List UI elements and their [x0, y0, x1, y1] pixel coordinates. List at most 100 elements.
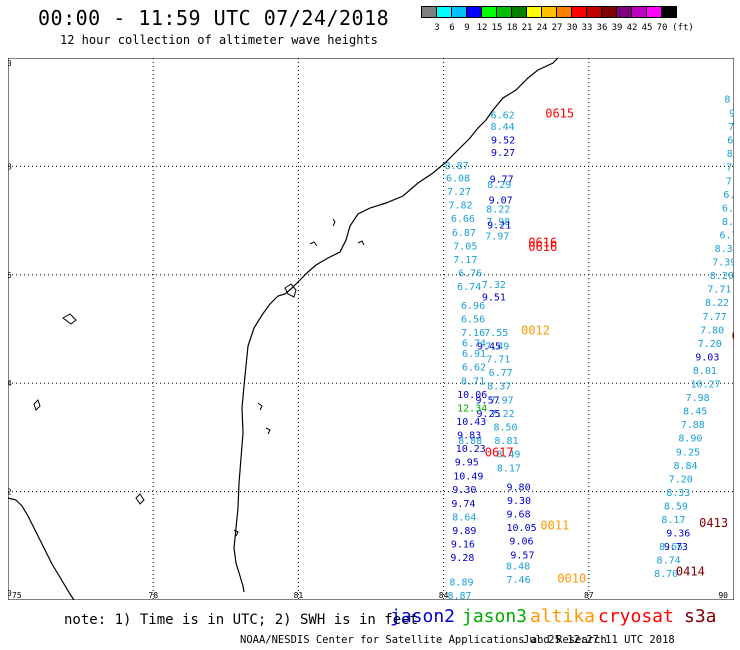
map-frame — [8, 58, 734, 600]
legend-altika: altika — [530, 606, 596, 627]
y-tick-label: 16 — [8, 271, 12, 280]
wave-height-value: 7.46 — [507, 575, 531, 586]
wave-height-value: 7.22 — [491, 409, 515, 420]
wave-height-value: 8.90 — [678, 434, 702, 445]
colorbar-swatch — [646, 6, 662, 18]
wave-height-value: 8.29 — [487, 180, 511, 191]
wave-height-value: 8.64 — [452, 512, 476, 523]
colorbar-label: 36 — [596, 23, 608, 33]
wave-height-value: 9.80 — [507, 483, 531, 494]
wave-height-value: 8.3 — [727, 149, 734, 160]
wave-height-value: 8.87 — [445, 161, 469, 172]
wave-height-value: 8.59 — [664, 501, 688, 512]
wave-height-value: 7.71 — [486, 355, 510, 366]
wave-height-value: 6.77 — [719, 230, 734, 241]
pass-number-label: 0616 — [528, 236, 557, 250]
wave-height-value: 9.07 — [489, 195, 513, 206]
colorbar-label: (ft) — [672, 23, 694, 33]
wave-height-value: 6.86 — [722, 203, 734, 214]
wave-height-value: 10.49 — [453, 472, 483, 483]
wave-height-value: 8.84 — [674, 461, 698, 472]
wave-height-value: 9.52 — [491, 136, 515, 147]
wave-height-value: 6.08 — [446, 174, 470, 185]
wave-height-value: 9.06 — [509, 537, 533, 548]
x-tick-label: 90 — [718, 591, 728, 600]
track-track-f: 8 9 7 6 8.3 7.0 7.94 6.92 6.86 8.13 6.77 8.33 7.39 8.… — [654, 94, 734, 580]
x-tick-label: 81 — [294, 591, 304, 600]
wave-height-value: 9.27 — [491, 148, 515, 159]
track-track-d: 10.06 10.43 9.83 10.23 9.95 10.49 9.30 9.74 9.89… — [450, 390, 487, 564]
wave-height-value: 8.01 — [693, 366, 717, 377]
wave-height-value: 7.77 — [703, 312, 727, 323]
colorbar-label: 12 — [476, 23, 488, 33]
wave-height-value: 9.73 — [664, 542, 688, 553]
colorbar-label: 9 — [464, 23, 470, 33]
footer-note: note: 1) Time is in UTC; 2) SWH is in fe… — [64, 612, 419, 628]
map-title: 00:00 - 11:59 UTC 07/24/2018 — [38, 6, 390, 30]
colorbar-label: 33 — [581, 23, 593, 33]
wave-height-value: 7.27 — [447, 187, 471, 198]
wave-height-value: 7.0 — [726, 163, 734, 174]
wave-height-value: 8 — [724, 94, 730, 105]
wave-height-value: 8.33 — [666, 488, 690, 499]
colorbar-label: 3 — [434, 23, 440, 33]
wave-height-value: 7.55 — [484, 328, 508, 339]
wave-height-value: 6.77 — [489, 368, 513, 379]
wave-height-value: 10.06 — [457, 390, 487, 401]
wave-height-value: 9.57 — [510, 550, 534, 561]
wave-height-value: 7.17 — [453, 255, 477, 266]
wave-height-value: 6.87 — [452, 228, 476, 239]
wave-height-value: 10.43 — [456, 417, 486, 428]
track-track-g: 9.03 9.36 9.73 — [664, 352, 720, 553]
legend-jason3: jason3 — [462, 606, 528, 627]
wave-height-value: 9 — [729, 109, 734, 120]
wave-height-value: 9.30 — [452, 485, 476, 496]
wave-height-value: 9.83 — [457, 430, 481, 441]
y-tick-label: 10 — [8, 589, 12, 598]
colorbar-label: 15 — [491, 23, 503, 33]
coastline — [8, 58, 559, 600]
colorbar-swatch — [421, 6, 437, 18]
colorbar-label: 70 — [656, 23, 668, 33]
track-track-a: 6.628.44 8.29 8.22 7.98 7.97 7.32 7.55 7.49 7.71… — [482, 111, 531, 586]
colorbar-swatch — [661, 6, 677, 18]
pass-number-label: 0010 — [557, 572, 586, 586]
wave-height-value: 6.56 — [461, 314, 485, 325]
wave-height-value: 8.89 — [449, 577, 473, 588]
wave-height-value: 9.28 — [450, 553, 474, 564]
y-tick-label: 20 — [8, 59, 12, 68]
pass-number-label: 0617 — [485, 445, 514, 459]
wave-height-value: 6 — [727, 136, 733, 147]
pass-number-label: 0616 — [528, 240, 557, 254]
altimeter-tracks: 6.628.448.298.227.987.977.327.557.497.71… — [445, 94, 734, 600]
pass-number-label: 04 — [732, 329, 734, 343]
colorbar-swatch — [511, 6, 527, 18]
wave-height-value: 7.49 — [485, 342, 509, 353]
colorbar-swatch — [466, 6, 482, 18]
wave-height-value: 9.36 — [666, 529, 690, 540]
y-tick-label: 14 — [8, 379, 12, 388]
wave-height-value: 6.66 — [451, 214, 475, 225]
wave-height-value: 6.62 — [462, 363, 486, 374]
wave-height-value: 8.13 — [722, 217, 734, 228]
colorbar-swatch — [586, 6, 602, 18]
wave-height-value: 10.23 — [456, 444, 486, 455]
wave-height-value: 8.70 — [654, 569, 678, 580]
wave-height-value: 9.89 — [452, 526, 476, 537]
track-track-b: 9.529.27 9.77 9.07 9.21 9.51 9.45 9.57 9.25 9.80… — [476, 136, 537, 562]
wave-height-value: 6.96 — [461, 301, 485, 312]
wave-height-value: 8.49 — [496, 449, 520, 460]
wave-height-colorbar: 3 6 9 12 15 18 21 24 27 30 33 36 39 42 45 70 (ft) — [421, 6, 694, 33]
wave-height-value: 6.62 — [491, 111, 515, 122]
wave-height-value: 8.20 — [710, 271, 734, 282]
x-tick-label: 75 — [12, 591, 22, 600]
wave-height-value: 8.74 — [657, 556, 681, 567]
wave-height-value: 7.97 — [490, 395, 514, 406]
wave-height-value: 10.05 — [507, 523, 537, 534]
colorbar-label: 18 — [506, 23, 518, 33]
pass-number-label: 0011 — [540, 519, 569, 533]
wave-height-value: 8.33 — [715, 244, 734, 255]
wave-height-value: 9.95 — [455, 458, 479, 469]
wave-height-value: 7.71 — [707, 285, 731, 296]
wave-height-value: 7.94 — [726, 176, 734, 187]
